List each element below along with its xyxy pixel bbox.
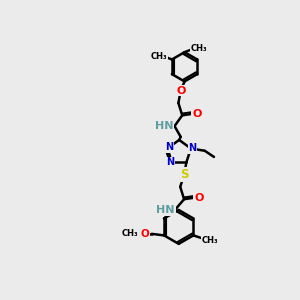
Text: O: O bbox=[141, 229, 149, 239]
Text: N: N bbox=[166, 157, 174, 167]
Text: HN: HN bbox=[154, 121, 173, 131]
Text: O: O bbox=[192, 109, 202, 119]
Text: CH₃: CH₃ bbox=[191, 44, 208, 53]
Text: S: S bbox=[180, 168, 188, 181]
Text: CH₃: CH₃ bbox=[122, 229, 139, 238]
Text: N: N bbox=[188, 143, 196, 154]
Text: CH₃: CH₃ bbox=[151, 52, 167, 61]
Text: N: N bbox=[165, 142, 173, 152]
Text: O: O bbox=[176, 86, 185, 96]
Text: O: O bbox=[194, 193, 203, 203]
Text: CH₃: CH₃ bbox=[202, 236, 219, 245]
Text: HN: HN bbox=[156, 205, 175, 215]
